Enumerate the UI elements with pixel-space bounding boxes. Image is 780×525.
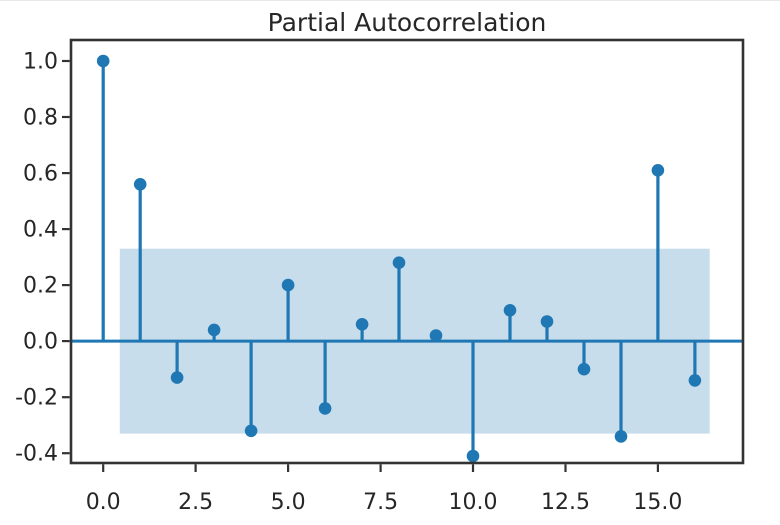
stem-marker [540,315,554,328]
stem-marker [577,362,591,376]
y-tick-label: 0.6 [23,162,58,187]
chart-title: Partial Autocorrelation [268,8,547,37]
y-tick-label: 0.4 [23,218,58,243]
stem-marker [392,256,406,269]
stem-marker [133,178,147,191]
x-tick-label: 10.0 [449,490,498,515]
stems-layer [96,54,702,463]
stem-marker [207,323,221,337]
x-tick-label: 7.5 [363,490,398,515]
stem-marker [651,164,665,177]
plot-border-layer [69,38,745,465]
y-tick-label: 0.0 [23,330,58,355]
stem-marker [170,371,184,384]
x-tick-label: 0.0 [86,490,121,515]
y-tick-label: 0.2 [23,274,58,299]
y-tick-label: -0.4 [15,442,58,467]
tick-marks-layer [62,59,660,472]
stem-marker [503,304,517,317]
stem-marker [614,430,628,443]
stem-marker [281,278,295,292]
plot-border [69,38,745,465]
y-tick-label: 1.0 [23,50,58,75]
x-tick-label: 12.5 [541,490,590,515]
x-tick-label: 5.0 [271,490,306,515]
stem-marker [429,329,443,342]
x-tick-label: 2.5 [178,490,213,515]
stem-marker [688,374,702,387]
stem-marker [466,449,480,463]
stem-marker [355,318,369,331]
y-tick-label: -0.2 [15,386,58,411]
x-tick-label: 15.0 [633,490,682,515]
stem-marker [244,424,258,438]
stem-marker [96,54,110,68]
y-tick-label: 0.8 [23,106,58,131]
stem-marker [318,402,332,415]
tick-labels-layer: 0.0 2.5 5.0 7.5 10.0 12.5 15.0 1.0 0.8 0.6 0.4 0.2 0… [15,50,682,516]
